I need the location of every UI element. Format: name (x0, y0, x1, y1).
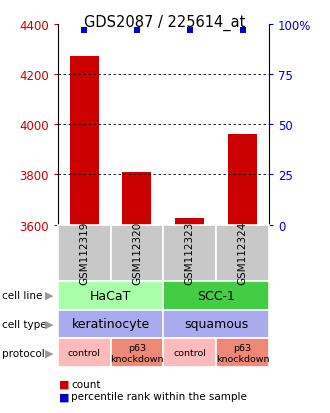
Text: protocol: protocol (2, 348, 45, 358)
Text: p63
knockdown: p63 knockdown (216, 344, 269, 363)
Text: squamous: squamous (184, 318, 248, 331)
Text: GSM112320: GSM112320 (132, 221, 142, 285)
Bar (70, 57, 99, 225)
Text: ▶: ▶ (45, 319, 54, 329)
Text: ▶: ▶ (45, 290, 54, 300)
Text: SCC-1: SCC-1 (197, 289, 235, 302)
Bar (228, 135, 257, 225)
Bar (175, 219, 204, 225)
Text: GDS2087 / 225614_at: GDS2087 / 225614_at (84, 14, 246, 31)
Bar (122, 173, 151, 225)
Text: control: control (68, 349, 101, 358)
Text: keratinocyte: keratinocyte (71, 318, 150, 331)
Text: cell type: cell type (2, 319, 46, 329)
Text: GSM112324: GSM112324 (238, 221, 248, 285)
Text: ■: ■ (59, 379, 70, 389)
Text: cell line: cell line (2, 290, 42, 300)
Text: HaCaT: HaCaT (90, 289, 131, 302)
Text: ■: ■ (59, 392, 70, 401)
Text: GSM112319: GSM112319 (79, 221, 89, 285)
Text: p63
knockdown: p63 knockdown (110, 344, 164, 363)
Text: GSM112323: GSM112323 (185, 221, 195, 285)
Text: percentile rank within the sample: percentile rank within the sample (71, 392, 247, 401)
Text: control: control (173, 349, 206, 358)
Text: count: count (71, 379, 100, 389)
Text: ▶: ▶ (45, 348, 54, 358)
